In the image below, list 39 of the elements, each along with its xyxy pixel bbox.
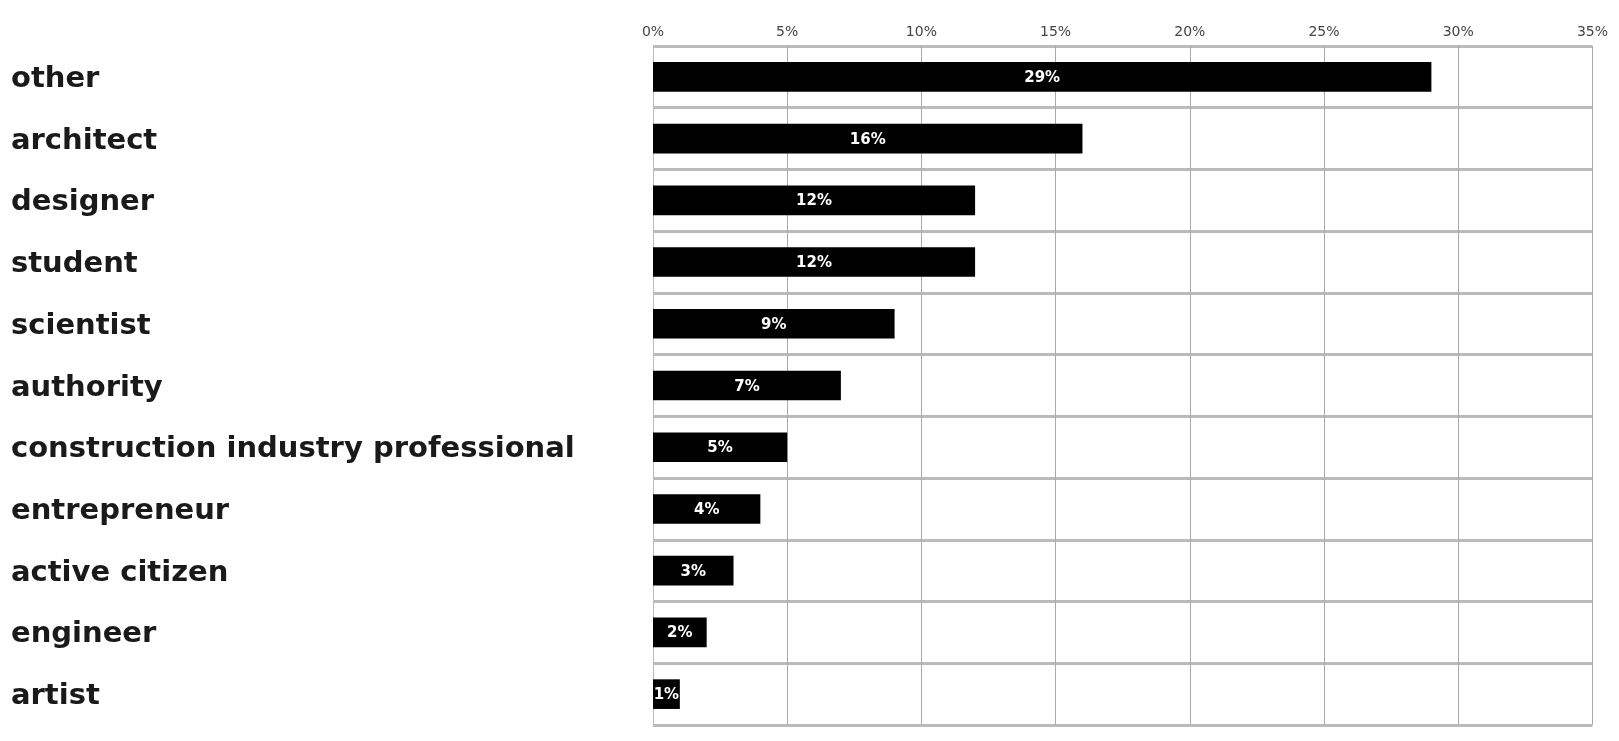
bar [653, 62, 1432, 92]
data-label: 3% [680, 561, 706, 580]
bar [653, 494, 761, 524]
y-tick-label: designer [11, 183, 155, 218]
bar [653, 308, 895, 339]
y-tick-label: scientist [11, 306, 151, 341]
x-tick-label: 30% [1442, 23, 1474, 39]
data-label: 2% [667, 623, 693, 642]
bar [653, 185, 976, 216]
bar [653, 123, 1083, 154]
y-tick-label: architect [11, 121, 158, 156]
data-label: 5% [707, 438, 733, 457]
data-label: 29% [1024, 67, 1061, 86]
y-tick-label: construction industry professional [11, 430, 575, 465]
y-tick-label: entrepreneur [11, 491, 230, 526]
y-tick-label: student [11, 245, 138, 280]
x-tick-label: 15% [1040, 23, 1072, 39]
bar [653, 247, 976, 277]
bar [653, 370, 841, 401]
data-label: 12% [796, 191, 832, 210]
x-tick-label: 25% [1308, 23, 1340, 39]
x-tick-label: 5% [776, 23, 799, 39]
data-label: 16% [849, 129, 886, 148]
data-label: 4% [693, 499, 720, 518]
y-tick-label: engineer [11, 615, 157, 650]
x-tick-label: 35% [1576, 23, 1608, 39]
x-tick-label: 0% [641, 23, 665, 39]
bar [653, 555, 734, 586]
x-tick-label: 10% [905, 23, 937, 39]
data-label: 9% [761, 314, 787, 333]
y-tick-label: artist [11, 677, 100, 712]
y-tick-label: active citizen [11, 553, 229, 588]
data-label: 12% [796, 253, 832, 272]
x-tick-label: 20% [1174, 23, 1206, 39]
y-tick-label: authority [11, 368, 163, 403]
data-label: 7% [734, 376, 760, 395]
bar [653, 432, 788, 463]
data-label: 1% [653, 685, 680, 704]
y-tick-label: other [11, 59, 101, 94]
